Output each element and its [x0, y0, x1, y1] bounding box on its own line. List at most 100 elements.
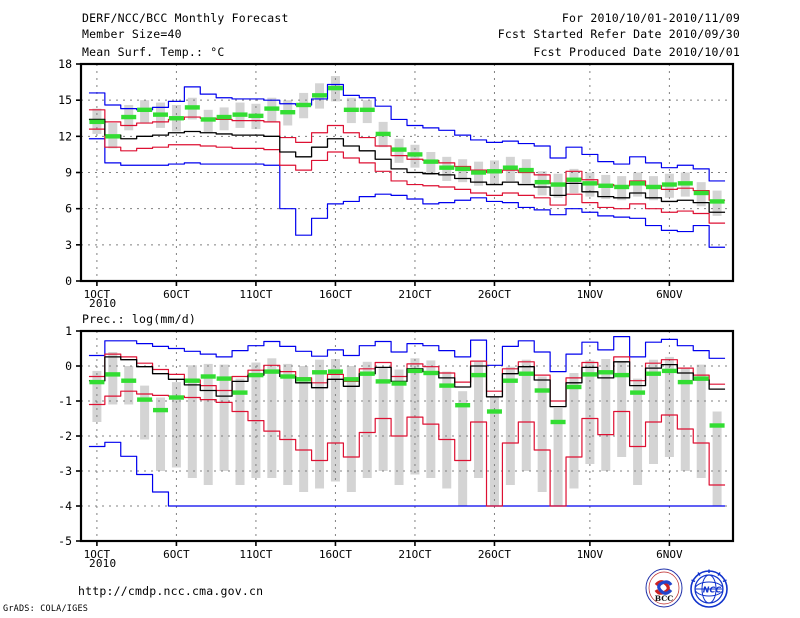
- series-line-mean: [88, 118, 726, 213]
- y-axis-tick-label: 15: [58, 93, 72, 107]
- observed-marker: [518, 167, 534, 173]
- svg-text:NCC: NCC: [703, 586, 722, 595]
- series-line-max: [88, 83, 726, 182]
- observed-marker: [598, 183, 614, 188]
- spread-bar: [569, 373, 579, 489]
- x-axis-tick-label: 11OCT: [239, 548, 272, 561]
- spread-bar: [92, 370, 102, 422]
- observed-marker: [550, 419, 566, 425]
- y-axis-tick-label: 9: [65, 166, 72, 180]
- y-axis-tick-label: -4: [58, 499, 72, 513]
- x-axis-tick-label: 26OCT: [478, 548, 511, 561]
- observed-marker: [677, 379, 693, 385]
- observed-marker: [709, 199, 725, 204]
- spread-bar: [315, 359, 325, 489]
- observed-marker: [121, 114, 137, 120]
- observed-marker: [200, 374, 216, 379]
- spread-bar: [267, 358, 277, 478]
- observed-marker: [312, 93, 328, 98]
- observed-marker: [248, 113, 264, 119]
- observed-marker: [486, 169, 502, 174]
- prec-axis-year: 2010: [89, 557, 117, 570]
- observed-marker: [407, 152, 423, 157]
- spread-bar: [330, 359, 340, 482]
- observed-marker: [327, 369, 343, 374]
- observed-marker: [359, 107, 375, 113]
- spread-bar: [680, 368, 690, 471]
- observed-marker: [280, 110, 296, 115]
- observed-marker: [89, 379, 105, 385]
- observed-marker: [312, 370, 328, 375]
- observed-marker: [598, 370, 614, 375]
- observed-marker: [502, 378, 518, 383]
- y-axis-tick-label: 12: [58, 129, 72, 143]
- observed-marker: [709, 423, 725, 428]
- spread-bar: [505, 366, 515, 485]
- x-axis-tick-label: 21OCT: [398, 548, 431, 561]
- observed-marker: [359, 371, 375, 376]
- observed-marker: [566, 384, 582, 390]
- spread-bar: [537, 376, 547, 492]
- observed-marker: [137, 107, 153, 113]
- observed-marker: [423, 159, 439, 164]
- observed-marker: [502, 165, 518, 170]
- observed-marker: [630, 390, 646, 395]
- observed-marker: [264, 106, 280, 111]
- member-size-label: Member Size=40: [82, 27, 182, 41]
- spread-bar: [553, 408, 563, 506]
- spread-bar: [187, 365, 197, 478]
- produced-date-label: Fcst Produced Date 2010/10/01: [533, 45, 740, 59]
- grads-credit: GrADS: COLA/IGES: [3, 604, 89, 614]
- x-axis-tick-label: 1NOV: [577, 548, 604, 561]
- spread-bar: [601, 359, 611, 471]
- bcc-logo: BCC: [644, 568, 684, 610]
- spread-bar: [299, 366, 309, 492]
- spread-bar: [283, 363, 293, 485]
- x-axis-tick-label: 6OCT: [163, 288, 190, 301]
- observed-marker: [248, 372, 264, 378]
- y-axis-tick-label: 0: [65, 274, 72, 288]
- observed-marker: [534, 388, 550, 393]
- y-axis-tick-label: 6: [65, 202, 72, 216]
- prec-chart-title: Prec.: log(mm/d): [82, 312, 196, 326]
- series-line-q1: [88, 390, 726, 507]
- observed-marker: [89, 119, 105, 125]
- series-line-min: [88, 138, 726, 248]
- observed-marker: [439, 165, 455, 170]
- observed-marker: [153, 112, 169, 117]
- observed-marker: [582, 181, 598, 186]
- x-axis-tick-label: 1NOV: [577, 288, 604, 301]
- observed-marker: [645, 371, 661, 376]
- observed-marker: [661, 368, 677, 374]
- observed-marker: [614, 184, 630, 190]
- observed-marker: [296, 102, 312, 108]
- observed-marker: [471, 372, 487, 378]
- observed-marker: [232, 112, 248, 117]
- y-axis-tick-label: -1: [58, 394, 72, 408]
- observed-marker: [693, 190, 709, 196]
- observed-marker: [630, 181, 646, 186]
- observed-marker: [391, 381, 407, 386]
- series-line-q3: [88, 109, 726, 201]
- spread-bar: [696, 364, 706, 478]
- y-axis-tick-label: 1: [65, 324, 72, 338]
- spread-bar: [362, 361, 372, 478]
- observed-marker: [280, 374, 296, 379]
- observed-marker: [105, 134, 121, 139]
- footer-url[interactable]: http://cmdp.ncc.cma.gov.cn: [78, 584, 264, 598]
- spread-bar: [521, 359, 531, 471]
- observed-marker: [121, 378, 137, 383]
- observed-marker: [693, 376, 709, 381]
- spread-bar: [426, 360, 436, 478]
- spread-bar: [235, 378, 245, 485]
- x-axis-tick-label: 6NOV: [656, 288, 683, 301]
- observed-marker: [534, 179, 550, 185]
- observed-marker: [486, 409, 502, 414]
- observed-marker: [168, 116, 184, 121]
- observed-marker: [518, 371, 534, 376]
- observed-marker: [184, 378, 200, 383]
- y-axis-tick-label: 18: [58, 57, 72, 71]
- spread-bar: [203, 363, 213, 485]
- series-line-max: [88, 336, 726, 373]
- observed-marker: [455, 403, 471, 408]
